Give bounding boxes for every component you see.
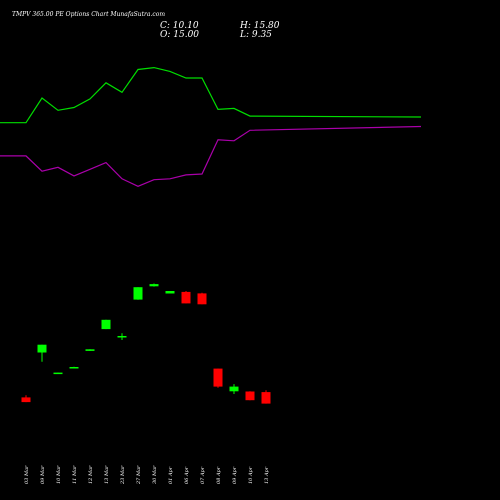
date-axis: 03 Mar 09 Mar 10 Mar 11 Mar 12 Mar 13 Mar 23 M… <box>24 465 270 485</box>
candle <box>165 291 175 294</box>
candle-body <box>101 319 111 330</box>
candle-body <box>245 391 255 401</box>
candle <box>101 319 111 330</box>
candle-body <box>149 284 159 287</box>
date-tick-label: 13 Apr <box>264 466 270 484</box>
candle <box>37 344 47 362</box>
high-value-label: H: 15.80 <box>239 21 280 31</box>
open-value-label: O: 15.00 <box>160 30 199 40</box>
date-tick-label: 30 Mar <box>152 465 158 484</box>
chart-title: TMPV 365.00 PE Options Chart MunafaSutra… <box>12 11 165 18</box>
date-tick-label: 13 Mar <box>104 465 110 484</box>
date-tick-label: 08 Apr <box>216 466 222 484</box>
date-tick-label: 07 Apr <box>200 466 206 484</box>
candle <box>261 390 271 404</box>
purple-indicator-line <box>0 125 422 187</box>
date-tick-label: 23 Mar <box>120 465 126 485</box>
candle-body <box>165 291 175 294</box>
candle-body <box>213 368 223 387</box>
candle <box>85 349 95 351</box>
candle-body <box>229 386 239 392</box>
candle-body <box>21 397 31 403</box>
date-tick-label: 11 Mar <box>72 465 78 484</box>
candles-group <box>21 283 271 404</box>
candle <box>69 366 79 369</box>
candle <box>53 372 63 375</box>
candle-body <box>53 372 63 375</box>
close-value-label: C: 10.10 <box>160 21 199 31</box>
date-tick-label: 09 Apr <box>232 466 238 484</box>
candle <box>117 333 127 340</box>
indicator-lines <box>0 66 422 187</box>
date-tick-label: 03 Mar <box>24 465 30 484</box>
candle <box>245 391 255 401</box>
candle-body <box>85 349 95 351</box>
candle-body <box>117 336 127 338</box>
candle-body <box>197 293 207 305</box>
candle <box>197 292 207 305</box>
date-tick-label: 10 Apr <box>248 466 254 484</box>
low-value-label: L: 9.35 <box>239 30 272 40</box>
candle <box>229 384 239 394</box>
date-tick-label: 10 Mar <box>56 465 62 484</box>
candle <box>181 291 191 304</box>
candle <box>213 368 223 388</box>
date-tick-label: 01 Apr <box>168 466 174 484</box>
candle-body <box>37 344 47 353</box>
date-tick-label: 09 Mar <box>40 465 46 484</box>
candle <box>21 395 31 403</box>
date-tick-label: 12 Mar <box>88 465 94 484</box>
candle-body <box>261 392 271 404</box>
candle-body <box>181 291 191 304</box>
candle <box>149 283 159 287</box>
date-tick-label: 06 Apr <box>184 466 190 484</box>
candle-body <box>69 367 79 369</box>
candle-body <box>133 287 143 300</box>
green-indicator-line <box>0 66 422 124</box>
date-tick-label: 27 Mar <box>136 465 142 485</box>
candle <box>133 287 143 300</box>
